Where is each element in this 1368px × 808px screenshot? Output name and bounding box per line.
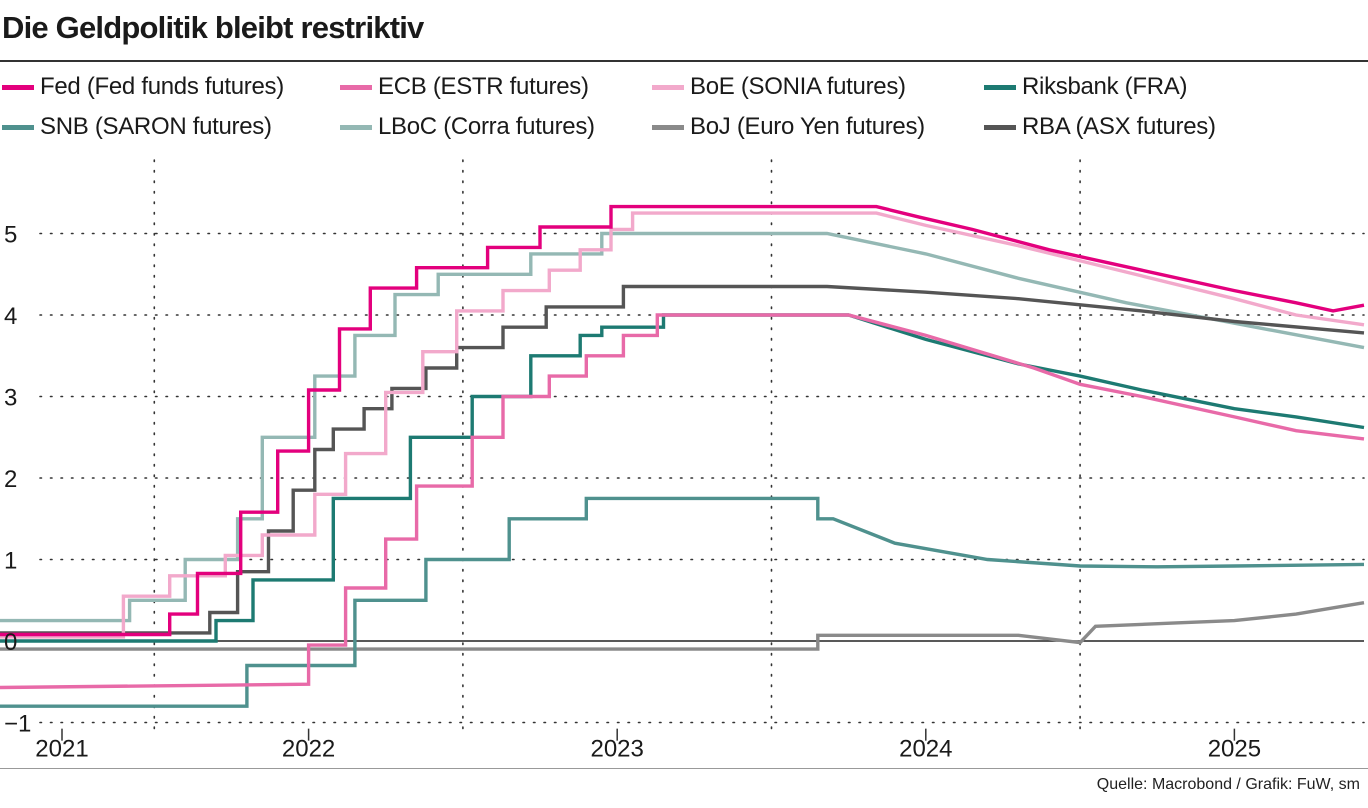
line-chart: 2021 2022 2023 2024 2025 −1 0 1 2 3 4 5 [0,159,1365,762]
y-tick-label: 3 [4,385,17,412]
legend-label-boe: BoE (SONIA futures) [690,73,906,100]
legend-label-boj: BoJ (Euro Yen futures) [690,113,925,140]
legend-item-lboc: LBoC (Corra futures) [340,110,595,144]
y-tick-label: 2 [4,466,17,493]
legend-label-fed: Fed (Fed funds futures) [40,73,284,100]
legend-swatch-boj [652,124,684,130]
legend-label-riksbank: Riksbank (FRA) [1022,73,1188,100]
legend-item-snb: SNB (SARON futures) [2,110,272,144]
series-line-rba [0,284,1365,635]
legend-swatch-lboc [340,124,372,130]
source-note: Quelle: Macrobond / Grafik: FuW, sm [1096,776,1360,793]
legend-item-fed: Fed (Fed funds futures) [2,70,284,104]
series-line-boj [0,601,1365,651]
footer-rule [0,768,1368,769]
y-tick-label: 5 [4,222,17,249]
series-line-riksbank [0,313,1365,643]
title-rule [0,60,1368,62]
legend-item-boj: BoJ (Euro Yen futures) [652,110,925,144]
legend-swatch-riksbank [984,84,1016,90]
legend-item-riksbank: Riksbank (FRA) [984,70,1187,104]
grid [39,159,1365,732]
y-tick-label: 0 [4,629,17,656]
legend-label-lboc: LBoC (Corra futures) [378,113,595,140]
legend: Fed (Fed funds futures) ECB (ESTR future… [0,68,1368,148]
legend-label-ecb: ECB (ESTR futures) [378,73,589,100]
legend-swatch-boe [652,84,684,90]
x-axis-ticks: 2021 2022 2023 2024 2025 [35,728,1261,762]
y-tick-label: −1 [4,711,31,738]
x-tick-label: 2021 [35,736,88,762]
legend-label-rba: RBA (ASX futures) [1022,113,1216,140]
legend-item-rba: RBA (ASX futures) [984,110,1216,144]
legend-item-ecb: ECB (ESTR futures) [340,70,589,104]
series-line-boe [0,211,1365,639]
x-tick-label: 2024 [899,736,952,762]
y-tick-label: 4 [4,303,17,330]
x-tick-label: 2022 [282,736,335,762]
legend-swatch-rba [984,124,1016,130]
legend-swatch-snb [2,124,34,130]
y-axis-ticks: −1 0 1 2 3 4 5 [4,222,31,738]
legend-label-snb: SNB (SARON futures) [40,113,272,140]
legend-swatch-fed [2,84,34,90]
x-tick-label: 2025 [1208,736,1261,762]
series-line-ecb [0,313,1365,690]
series-line-fed [0,204,1365,637]
y-tick-label: 1 [4,548,17,575]
series-line-lboc [0,231,1365,623]
series-line-snb [0,496,1365,708]
chart-title: Die Geldpolitik bleibt restriktiv [2,10,424,45]
legend-swatch-ecb [340,84,372,90]
x-tick-label: 2023 [590,736,643,762]
legend-item-boe: BoE (SONIA futures) [652,70,906,104]
series-lines [0,204,1365,708]
